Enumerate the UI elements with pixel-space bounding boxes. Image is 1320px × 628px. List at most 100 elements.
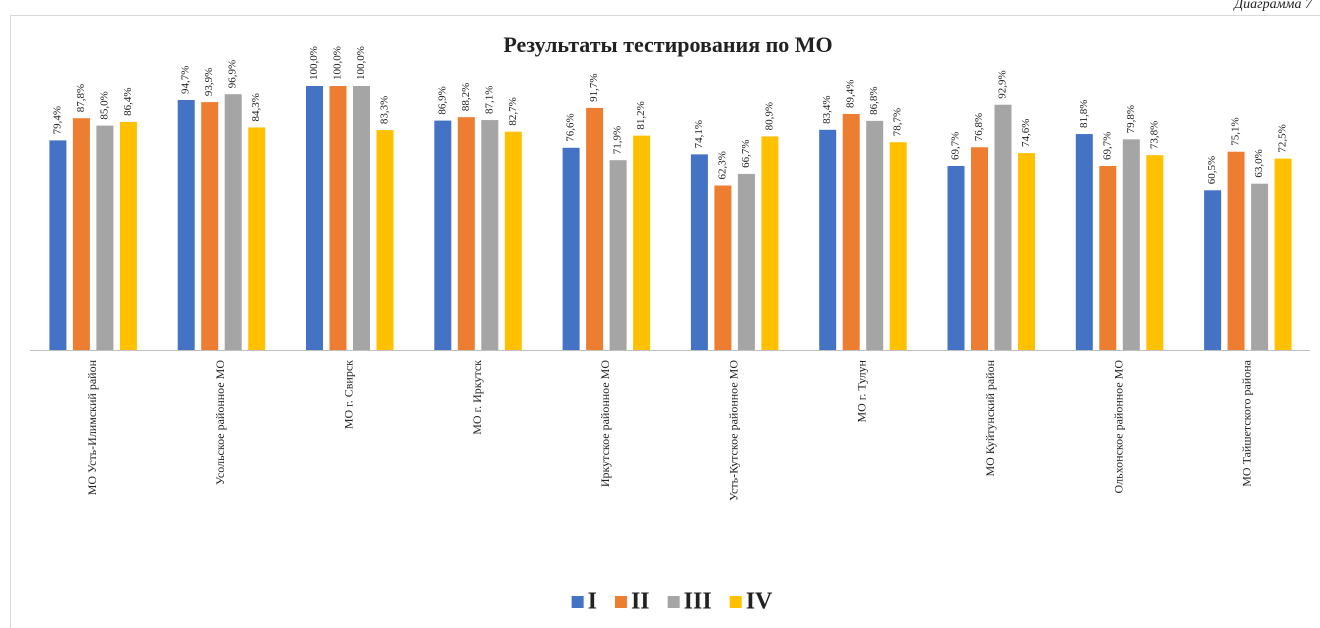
bar [306, 86, 323, 350]
value-label: 92,9% [997, 70, 1009, 98]
legend-label: III [684, 589, 712, 615]
value-label: 66,7% [740, 139, 752, 167]
chart-title: Результаты тестирования по МО [503, 32, 832, 57]
bar [49, 140, 67, 350]
value-label: 96,9% [227, 60, 239, 88]
value-label: 86,4% [122, 87, 134, 115]
value-label: 80,9% [763, 102, 775, 130]
x-tick-label: МО г. Иркутск [470, 360, 484, 435]
value-label: 91,7% [588, 73, 600, 101]
x-tick-label: МО Усть-Илимский район [85, 359, 99, 495]
bar [248, 127, 266, 350]
value-label: 60,5% [1206, 156, 1218, 184]
legend-swatch [614, 596, 627, 608]
bar [72, 118, 90, 350]
legend-swatch [667, 596, 680, 608]
bar [1099, 165, 1117, 350]
bar [1146, 155, 1164, 350]
legend-label: IV [746, 589, 773, 615]
value-label: 81,2% [635, 101, 647, 129]
value-label: 84,3% [250, 93, 262, 121]
bar [177, 99, 195, 350]
bar [690, 154, 708, 350]
value-label: 83,4% [821, 95, 833, 123]
bar [866, 120, 884, 351]
value-label: 74,1% [693, 120, 705, 148]
value-label: 86,9% [436, 86, 448, 114]
value-label: 100,0% [355, 46, 367, 80]
x-tick-label: Усть-Кутское районное МО [726, 360, 740, 501]
value-label: 76,6% [565, 113, 577, 141]
bar [96, 125, 114, 350]
value-label: 69,7% [1101, 132, 1113, 160]
value-label: 79,4% [51, 106, 63, 134]
value-label: 72,5% [1277, 124, 1289, 152]
x-tick-label: Иркутское районное МО [598, 360, 612, 487]
bar [737, 173, 755, 350]
value-label: 69,7% [950, 132, 962, 160]
bar [1251, 183, 1269, 350]
legend-swatch [729, 596, 742, 608]
bar [1018, 153, 1035, 350]
value-label: 88,2% [460, 83, 472, 111]
bar [609, 160, 627, 350]
bar [842, 113, 860, 350]
bar [1274, 158, 1292, 350]
value-label: 100,0% [308, 46, 320, 80]
value-label: 74,6% [1020, 119, 1032, 147]
bar [353, 86, 370, 350]
value-label: 87,8% [75, 84, 87, 112]
x-tick-label: МО г. Свирск [342, 360, 356, 429]
bar [586, 107, 604, 350]
value-label: 93,9% [203, 68, 215, 96]
x-tick-label: МО Куйтунский район [983, 359, 997, 476]
value-label: 62,3% [716, 151, 728, 179]
value-label: 78,7% [892, 108, 904, 136]
chart-border [10, 15, 1320, 628]
bar [457, 117, 475, 350]
bar [376, 130, 394, 350]
bar [1227, 151, 1245, 350]
value-label: 63,0% [1253, 149, 1265, 177]
value-label: 81,8% [1078, 100, 1090, 128]
value-label: 79,8% [1125, 105, 1137, 133]
value-label: 71,9% [612, 126, 624, 154]
value-label: 86,8% [868, 86, 880, 114]
bar [1204, 190, 1222, 350]
bar [947, 165, 965, 350]
bar [971, 147, 988, 350]
bar [819, 129, 837, 350]
value-label: 94,7% [180, 66, 192, 94]
value-label: 75,1% [1230, 117, 1242, 145]
x-tick-label: МО Тайшетского района [1240, 359, 1254, 486]
bar [201, 102, 219, 350]
bar [889, 142, 907, 350]
x-tick-label: МО г. Тулун [855, 359, 869, 422]
value-label: 73,8% [1148, 121, 1160, 149]
value-label: 83,3% [379, 96, 391, 124]
value-label: 82,7% [507, 97, 519, 125]
value-label: 100,0% [332, 46, 344, 80]
value-label: 76,8% [973, 113, 985, 141]
bar [562, 147, 580, 350]
legend-label: II [631, 589, 650, 615]
bar [994, 104, 1012, 350]
bar [481, 120, 499, 350]
bar [1075, 134, 1093, 350]
bar [633, 135, 651, 350]
bar [504, 131, 522, 350]
bar [119, 121, 137, 351]
caption: Диаграмма 7 [1232, 0, 1313, 12]
x-tick-label: Усольское районное МО [213, 360, 227, 485]
legend-swatch [571, 596, 584, 608]
legend-label: I [588, 589, 597, 615]
bar [434, 120, 452, 350]
bar [329, 86, 347, 350]
x-tick-label: Ольхонское районное МО [1111, 360, 1125, 494]
bar [224, 94, 242, 351]
value-label: 85,0% [98, 91, 110, 119]
value-label: 89,4% [845, 80, 857, 108]
bar [761, 136, 779, 350]
bar [1122, 139, 1140, 350]
